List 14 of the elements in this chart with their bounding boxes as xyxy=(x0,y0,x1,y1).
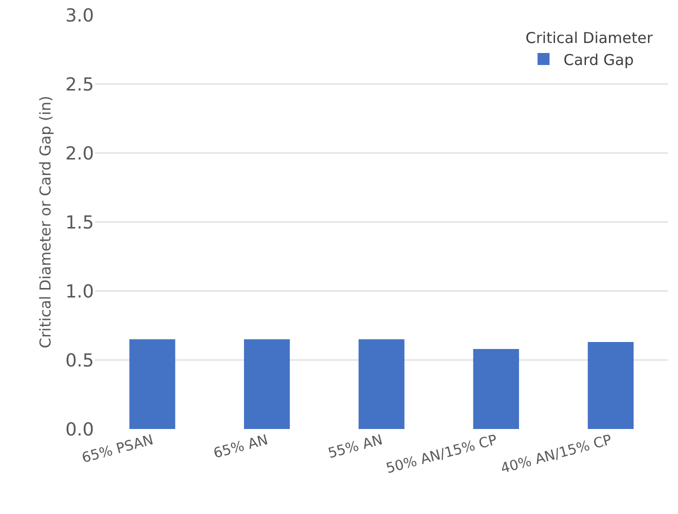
x-tick-label: 55% AN xyxy=(326,432,384,462)
y-tick-label: 1.0 xyxy=(65,281,94,302)
legend-label: Card Gap xyxy=(564,50,634,69)
y-tick-label: 0.5 xyxy=(65,350,94,372)
y-tick-label: 2.5 xyxy=(65,74,94,96)
legend-title: Critical Diameter xyxy=(526,28,654,47)
x-tick-label: 65% AN xyxy=(212,432,270,462)
y-tick-label: 1.5 xyxy=(65,212,94,234)
x-tick-label: 40% AN/15% CP xyxy=(499,432,614,478)
y-tick-label: 2.0 xyxy=(65,143,94,164)
y-axis-title: Critical Diameter or Card Gap (in) xyxy=(36,96,55,348)
y-tick-label: 3.0 xyxy=(65,5,94,26)
x-tick-label: 50% AN/15% CP xyxy=(384,432,499,478)
y-tick-label: 0.0 xyxy=(65,419,94,440)
